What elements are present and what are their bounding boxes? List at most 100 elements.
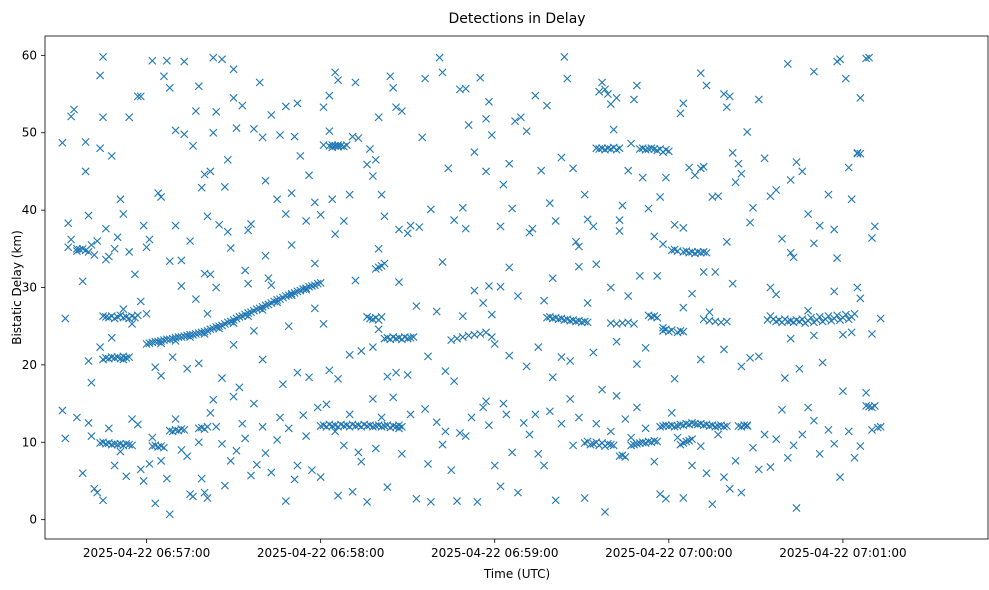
data-point [551,216,560,225]
data-point [319,319,328,328]
data-point [157,339,166,348]
data-point [273,435,282,444]
data-point [81,167,90,176]
data-point [455,428,464,437]
data-point [200,488,209,497]
data-point [406,221,415,230]
data-point [84,211,93,220]
data-point [589,222,598,231]
data-point [368,394,377,403]
data-point [574,413,583,422]
data-point [650,232,659,241]
data-point [261,449,270,458]
data-point [807,313,815,322]
data-point [624,318,633,327]
data-point [426,497,435,506]
data-point [583,298,592,307]
data-point [107,333,116,342]
data-point [499,180,508,189]
data-point [345,190,354,199]
data-point [368,172,377,181]
data-point [403,229,412,238]
data-point [177,333,186,342]
data-point [87,378,96,387]
data-point [334,141,343,150]
data-point [136,297,145,306]
data-point [299,411,308,420]
data-point [397,107,406,116]
data-point [58,406,67,415]
data-point [502,410,511,419]
data-point [380,212,389,221]
y-tick-label: 30 [22,281,37,295]
data-point [145,459,154,468]
data-point [310,304,319,313]
data-point [743,421,752,430]
data-point [583,318,592,327]
data-point [157,371,166,380]
data-point [696,248,705,257]
data-point [699,268,708,277]
data-point [653,271,662,280]
data-point [484,421,493,430]
data-point [180,425,189,434]
data-point [447,336,456,345]
data-point [722,422,731,431]
data-point [438,257,447,266]
data-point [409,333,418,342]
data-point [740,421,749,430]
data-point [679,223,688,232]
data-point [470,148,479,157]
data-point [479,403,488,412]
data-point [203,422,212,431]
data-point [844,163,853,172]
y-tick-label: 50 [22,126,37,140]
data-point [824,312,833,321]
y-tick-label: 20 [22,358,37,372]
data-point [458,333,467,342]
y-tick-label: 10 [22,435,37,449]
data-point [534,449,543,458]
data-point [496,282,505,291]
data-point [719,345,728,354]
data-point [241,434,250,443]
data-point [188,141,197,150]
data-point [171,221,180,230]
data-point [783,453,792,462]
data-point [627,433,636,442]
x-tick-label: 2025-04-22 07:01:00 [779,546,906,560]
data-point [215,324,224,333]
data-point [853,148,862,157]
data-point [569,441,578,450]
data-point [244,226,253,235]
data-point [792,504,801,513]
data-point [830,439,839,448]
data-point [394,278,403,287]
data-point [119,355,128,364]
data-point [693,247,702,256]
data-point [424,459,432,468]
data-point [61,434,70,443]
data-point [116,447,125,456]
data-point [856,294,865,303]
data-point [476,329,485,338]
data-point [836,473,845,482]
x-tick-label: 2025-04-22 06:58:00 [257,546,384,560]
x-tick-label: 2025-04-22 06:59:00 [431,546,558,560]
data-point [577,318,586,327]
data-point [786,248,795,257]
data-point [293,461,302,470]
data-point [255,78,264,87]
data-point [461,432,470,441]
data-point [841,74,850,83]
data-point [789,441,798,450]
data-point [183,364,192,373]
data-point [458,312,467,321]
data-point [824,425,833,434]
data-point [84,357,93,366]
data-point [276,131,285,140]
data-point [786,175,795,184]
data-point [177,281,186,290]
data-point [601,507,609,516]
data-point [64,219,73,228]
